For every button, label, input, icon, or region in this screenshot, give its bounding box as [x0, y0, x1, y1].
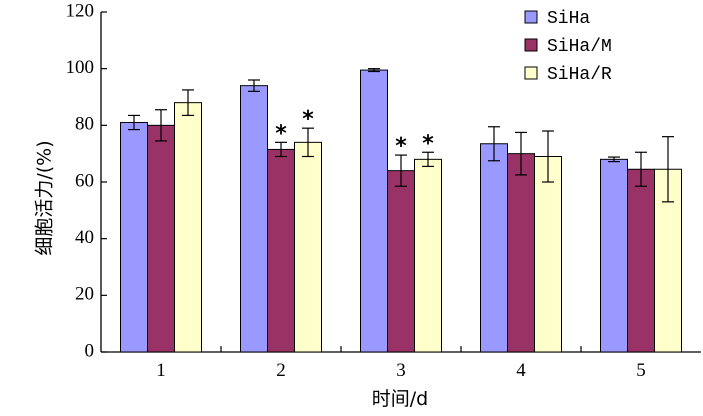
bar-siha-4: [480, 143, 508, 353]
x-tick-label-3: 3: [396, 360, 406, 381]
legend-label-siha: SiHa: [547, 9, 590, 29]
significance-marker: *: [275, 121, 287, 146]
bar-siha-3: [360, 69, 388, 353]
legend-label-siha-m: SiHa/M: [547, 37, 612, 57]
significance-marker: *: [302, 107, 314, 132]
bar-siha-r-4: [534, 156, 562, 353]
significance-marker: *: [395, 134, 407, 159]
x-tick-label-2: 2: [276, 360, 286, 381]
bar-siha-r-2: [294, 141, 322, 353]
y-tick-label-120: 120: [66, 0, 95, 21]
x-tick-label-4: 4: [516, 360, 526, 381]
bar-siha-m-4: [507, 153, 535, 353]
legend: SiHa SiHa/M SiHa/R: [524, 9, 612, 85]
y-tick-label-20: 20: [75, 284, 94, 305]
y-tick-label-0: 0: [85, 340, 95, 361]
x-tick-label-5: 5: [636, 360, 646, 381]
x-tick-label-1: 1: [156, 360, 166, 381]
bar-siha-5: [600, 158, 628, 353]
bar-siha-r-1: [174, 102, 202, 353]
y-tick-label-80: 80: [75, 114, 94, 135]
bar-siha-2: [240, 85, 268, 353]
bar-siha-m-2: [267, 148, 295, 353]
significance-marker: *: [422, 131, 434, 156]
bar-siha-m-5: [627, 168, 655, 353]
x-axis-title: 时间/d: [372, 388, 428, 410]
bar-siha-m-1: [147, 124, 175, 353]
y-tick-label-40: 40: [75, 227, 94, 248]
legend-swatch-siha-r: [524, 66, 538, 80]
bar-siha-m-3: [387, 170, 415, 353]
y-tick-label-60: 60: [75, 170, 94, 191]
legend-swatch-siha: [524, 10, 538, 24]
bar-siha-r-3: [414, 158, 442, 353]
legend-swatch-siha-m: [524, 38, 538, 52]
y-tick-label-100: 100: [66, 57, 95, 78]
legend-label-siha-r: SiHa/R: [547, 65, 612, 85]
bar-siha-1: [120, 122, 148, 353]
y-axis-title: 细胞活力/(%): [34, 140, 56, 255]
plot-area: 0 20 40 60 80 100 120 1 2 * * 3 * * 4 5: [66, 0, 701, 381]
